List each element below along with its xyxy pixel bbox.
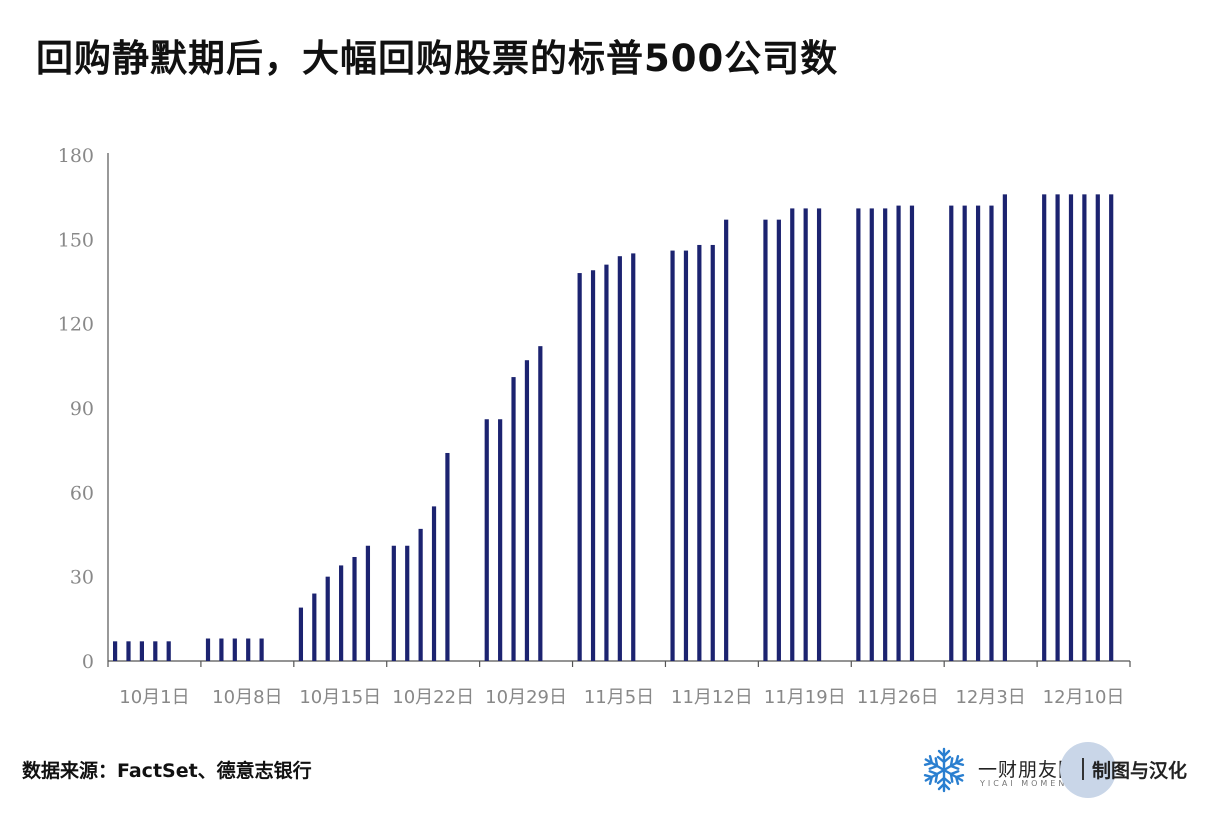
y-tick-label: 120 (58, 314, 94, 336)
bar (949, 205, 954, 661)
bar (405, 545, 410, 661)
bar (1109, 194, 1114, 661)
bar (683, 250, 689, 662)
bar (325, 576, 330, 661)
brand-circle (1060, 742, 1116, 798)
bar (724, 219, 729, 661)
bar (126, 641, 131, 661)
bar (391, 545, 396, 661)
x-axis: 10月1日 10月8日 10月15日 10月22日 10月29日 11月5日 11月12日 1… (107, 660, 1131, 708)
snowflake-logo-icon (921, 747, 967, 793)
data-source: 数据来源：FactSet、德意志银行 (22, 760, 312, 782)
bar (989, 205, 994, 661)
bar (205, 638, 211, 661)
bar (365, 545, 371, 661)
bar (524, 360, 530, 661)
bar (1055, 194, 1060, 661)
bar (339, 565, 344, 661)
bar (259, 638, 264, 661)
bar (352, 556, 357, 661)
y-tick-label: 0 (82, 651, 94, 673)
y-tick-label: 150 (58, 229, 94, 251)
bar (883, 208, 888, 661)
brand-separator (1082, 758, 1084, 780)
x-tick-label: 12月3日 (955, 687, 1025, 708)
y-tick-label: 30 (70, 567, 94, 589)
y-tick-label: 60 (70, 482, 94, 504)
y-tick-label: 180 (58, 145, 94, 167)
bar (511, 377, 516, 661)
bar (498, 419, 503, 661)
brand-credit: 制图与汉化 (1092, 760, 1188, 782)
bar (298, 607, 304, 661)
bar (312, 593, 317, 661)
bar (896, 205, 901, 661)
bar (631, 253, 636, 661)
bars (113, 194, 1114, 662)
bar (1082, 194, 1087, 661)
bar (617, 256, 622, 661)
bar (856, 208, 861, 661)
brand-subtitle: YICAI MOMENTS (980, 779, 1084, 788)
bar (418, 528, 423, 661)
x-tick-label: 11月19日 (764, 687, 846, 708)
bar (710, 244, 715, 661)
x-tick-label: 11月26日 (857, 687, 939, 708)
bar (697, 244, 702, 661)
bar (803, 208, 808, 661)
bar (776, 219, 781, 661)
bar (790, 208, 795, 661)
x-tick-label: 11月5日 (584, 687, 654, 708)
bar (153, 641, 158, 661)
x-tick-label: 10月8日 (212, 687, 282, 708)
bar (590, 270, 596, 661)
bar (604, 264, 609, 661)
x-tick-label: 11月12日 (671, 687, 753, 708)
bar (166, 641, 171, 661)
bar (219, 638, 224, 661)
bar (1002, 194, 1007, 661)
brand-name: 一财朋友圈 (978, 759, 1079, 781)
bar (1042, 194, 1047, 661)
bar (1095, 194, 1100, 661)
x-tick-label: 10月29日 (485, 687, 567, 708)
bar (763, 219, 768, 661)
bar (962, 205, 967, 661)
bar (445, 452, 450, 661)
bar (909, 205, 915, 661)
x-tick-label: 12月10日 (1043, 687, 1125, 708)
bar (139, 641, 144, 661)
x-tick-label: 10月1日 (119, 687, 189, 708)
bar (538, 346, 543, 661)
bar (484, 419, 489, 661)
chart-title: 回购静默期后，大幅回购股票的标普500公司数 (36, 37, 839, 80)
bar (577, 273, 582, 661)
x-tick-label: 10月22日 (392, 687, 474, 708)
bar (232, 638, 237, 661)
bar (869, 208, 874, 661)
bar (113, 641, 118, 661)
bar (670, 250, 675, 662)
y-axis: 0 30 60 90 120 150 180 (58, 145, 109, 673)
brand-watermark: 一财朋友圈 YICAI MOMENTS 制图与汉化 (918, 742, 1208, 798)
y-tick-label: 90 (70, 398, 94, 420)
x-tick-label: 10月15日 (299, 687, 381, 708)
bar (431, 506, 437, 661)
bar (246, 638, 251, 661)
bar (975, 205, 981, 661)
bar (816, 208, 822, 661)
bar (1068, 194, 1074, 661)
